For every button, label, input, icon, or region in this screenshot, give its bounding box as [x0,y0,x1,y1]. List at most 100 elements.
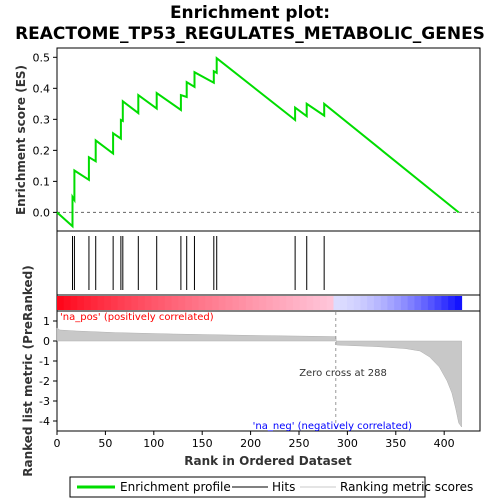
metric-y-tick-label: -4 [39,415,50,428]
heatmap-cell [104,296,112,310]
heatmap-cell [151,296,159,310]
legend-hits-label: Hits [272,480,295,494]
heatmap-cell [97,296,105,310]
zero-cross-label: Zero cross at 288 [299,368,387,379]
heatmap-cell [394,296,402,310]
legend-metric-label: Ranking metric scores [340,480,473,494]
heatmap-cell [218,296,227,310]
heatmap-cell [259,296,267,310]
chart-title-line1: Enrichment plot: [170,3,330,23]
heatmap-cell [83,296,92,310]
rank-heatmap [57,296,463,310]
metric-y-tick-label: -1 [39,355,50,368]
x-tick-label: 150 [192,437,213,450]
metric-plot-area: 1 0 -1 -2 -3 -4 [39,312,462,430]
heatmap-cell [454,296,463,310]
heatmap-cell [110,296,119,310]
heatmap-cell [421,296,429,310]
ranking-metric-area [56,327,462,428]
x-tick-label: 0 [54,437,61,450]
heatmap-cell [212,296,220,310]
heatmap-cell [353,296,361,310]
heatmap-cell [137,296,146,310]
x-tick-label: 400 [434,437,455,450]
es-y-tick-label: 0.0 [33,206,51,219]
heatmap-cell [434,296,442,310]
metric-y-tick-label: 0 [43,335,50,348]
heatmap-cell [70,296,78,310]
enrichment-profile-line [56,56,460,229]
heatmap-cell [117,296,125,310]
heatmap-cell [306,296,314,310]
es-y-tick-label: 0.4 [33,82,51,95]
heatmap-cell [171,296,179,310]
x-tick-label: 300 [337,437,358,450]
heatmap-cell [380,296,388,310]
pos-correlation-label: 'na_pos' (positively correlated) [60,312,214,323]
neg-correlation-label: 'na_neg' (negatively correlated) [253,421,412,432]
legend-profile-label: Enrichment profile [120,480,231,494]
x-tick-label: 200 [240,437,261,450]
heatmap-cell [77,296,85,310]
es-y-axis-label: Enrichment score (ES) [14,65,28,215]
heatmap-cell [245,296,254,310]
heatmap-cell [144,296,152,310]
heatmap-cell [185,296,193,310]
heatmap-cell [198,296,206,310]
heatmap-cell [360,296,368,310]
heatmap-cell [124,296,132,310]
heatmap-cell [225,296,233,310]
heatmap-cell [131,296,139,310]
x-tick-label: 50 [98,437,112,450]
heatmap-cell [272,296,281,310]
heatmap-cell [299,296,308,310]
heatmap-cell [191,296,200,310]
heatmap-cell [448,296,456,310]
x-axis-label: Rank in Ordered Dataset [184,454,352,468]
x-axis: 0 50 100 150 200 250 300 350 400 [54,431,455,450]
chart-title-line2: REACTOME_TP53_REGULATES_METABOLIC_GENES [15,24,485,44]
heatmap-cell [178,296,186,310]
x-tick-label: 250 [288,437,309,450]
heatmap-cell [266,296,274,310]
heatmap-cell [340,296,348,310]
heatmap-cell [205,296,213,310]
es-y-tick-label: 0.3 [33,113,51,126]
heatmap-cell [367,296,375,310]
heatmap-cell [387,296,395,310]
heatmap-cell [400,296,409,310]
heatmap-cell [239,296,247,310]
metric-y-tick-label: -2 [39,375,50,388]
es-plot-area: 0.0 0.1 0.2 0.3 0.4 0.5 [33,51,480,229]
hits-plot-area [71,236,325,290]
x-tick-label: 100 [143,437,164,450]
es-y-tick-label: 0.1 [33,175,51,188]
heatmap-cell [414,296,422,310]
es-panel-frame [56,47,481,232]
heatmap-cell [441,296,449,310]
metric-y-axis-label: Ranked list metric (PreRanked) [21,265,35,477]
heatmap-cell [90,296,98,310]
heatmap-cell [57,296,65,310]
metric-y-tick-label: 1 [43,315,50,328]
heatmap-cell [373,296,382,310]
heatmap-cell [232,296,240,310]
heatmap-cell [164,296,173,310]
heatmap-cell [326,296,334,310]
es-y-tick-label: 0.5 [33,51,51,64]
metric-panel-frame [56,310,481,432]
es-y-tick-label: 0.2 [33,144,51,157]
x-tick-label: 350 [385,437,406,450]
heatmap-cell [313,296,321,310]
hits-panel-frame [56,230,481,296]
heatmap-cell [252,296,260,310]
heatmap-cell [407,296,415,310]
heatmap-cell [63,296,71,310]
heatmap-cell [346,296,355,310]
legend: Enrichment profile Hits Ranking metric s… [69,476,473,498]
heatmap-cell [158,296,166,310]
heatmap-cell [427,296,436,310]
heatmap-cell [286,296,294,310]
metric-y-tick-label: -3 [39,395,50,408]
